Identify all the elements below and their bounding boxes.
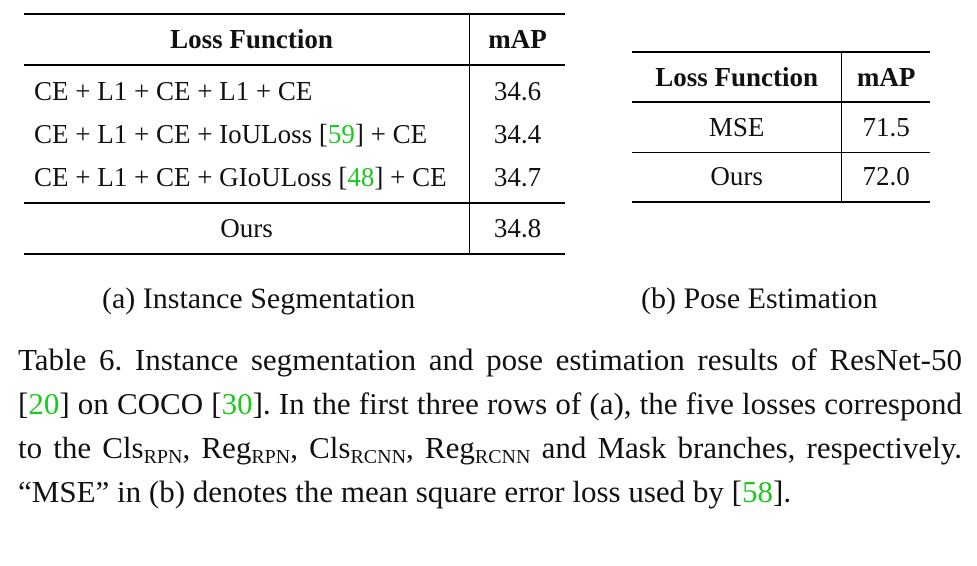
map-cell: 34.4 xyxy=(469,111,565,157)
loss-text: ] + CE xyxy=(374,162,447,192)
caption-text: , Cls xyxy=(290,430,351,465)
table-b-header-map: mAP xyxy=(841,51,930,103)
table-b-header-loss: Loss Function xyxy=(632,51,842,103)
table-row: CE + L1 + CE + IoULoss [59] + CE 34.4 xyxy=(24,111,565,157)
loss-cell: Ours xyxy=(24,202,470,255)
caption-text: ]. xyxy=(773,474,792,509)
loss-text: CE + L1 + CE + IoULoss [ xyxy=(34,118,328,149)
subcaption-b: (b) Pose Estimation xyxy=(641,282,878,315)
caption-text: ]. In the first three rows of (a), the f… xyxy=(18,386,962,465)
table-pose-estimation: Loss Function mAP MSE 71.5 Ours 72.0 xyxy=(632,51,930,203)
loss-cell: CE + L1 + CE + L1 + CE xyxy=(24,65,470,111)
table-row-ours: Ours 34.8 xyxy=(24,202,565,255)
citation-link[interactable]: 48 xyxy=(347,162,375,192)
loss-text: CE + L1 + CE + GIoULoss [ xyxy=(34,162,348,192)
citation-link[interactable]: 30 xyxy=(221,386,253,421)
table-row: CE + L1 + CE + GIoULoss [48] + CE 34.7 xyxy=(24,157,565,203)
loss-text: CE + L1 + CE + L1 + CE xyxy=(34,76,313,106)
citation-link[interactable]: 20 xyxy=(28,386,60,421)
map-cell: 71.5 xyxy=(841,102,930,153)
loss-cell: CE + L1 + CE + GIoULoss [48] + CE xyxy=(24,157,470,203)
subscript: RCNN xyxy=(474,446,531,468)
table-a-header-loss: Loss Function xyxy=(24,13,470,66)
caption-text: ] on COCO [ xyxy=(59,386,222,421)
table-caption: Table 6. Instance segmentation and pose … xyxy=(18,338,962,514)
table-row: Ours 72.0 xyxy=(632,152,930,203)
citation-link[interactable]: 58 xyxy=(742,474,773,509)
loss-cell: Ours xyxy=(632,152,842,203)
map-cell: 72.0 xyxy=(841,152,930,203)
map-cell: 34.7 xyxy=(469,157,565,203)
subcaption-a: (a) Instance Segmentation xyxy=(102,282,416,315)
loss-text: ] + CE xyxy=(354,118,428,149)
map-cell: 34.6 xyxy=(469,65,565,111)
table-b-header-row: Loss Function mAP xyxy=(632,51,930,103)
table-instance-segmentation: Loss Function mAP CE + L1 + CE + L1 + CE… xyxy=(24,13,565,255)
subscript: RCNN xyxy=(350,446,407,468)
subscript: RPN xyxy=(143,446,183,468)
caption-text: Table 6. Instance segmentation and pose … xyxy=(18,342,962,421)
table-a-header-map: mAP xyxy=(469,13,565,66)
loss-cell: CE + L1 + CE + IoULoss [59] + CE xyxy=(24,111,470,157)
caption-text: and Mask branches, respectively. “MSE” i… xyxy=(18,430,963,509)
loss-cell: MSE xyxy=(632,102,842,153)
subscript: RPN xyxy=(251,446,291,468)
table-row: MSE 71.5 xyxy=(632,102,930,153)
table-a-header-row: Loss Function mAP xyxy=(24,13,565,66)
caption-text: , Reg xyxy=(182,430,252,465)
table-row: CE + L1 + CE + L1 + CE 34.6 xyxy=(24,65,565,111)
citation-link[interactable]: 59 xyxy=(327,118,355,149)
map-cell: 34.8 xyxy=(469,202,565,255)
caption-text: , Reg xyxy=(406,430,475,465)
